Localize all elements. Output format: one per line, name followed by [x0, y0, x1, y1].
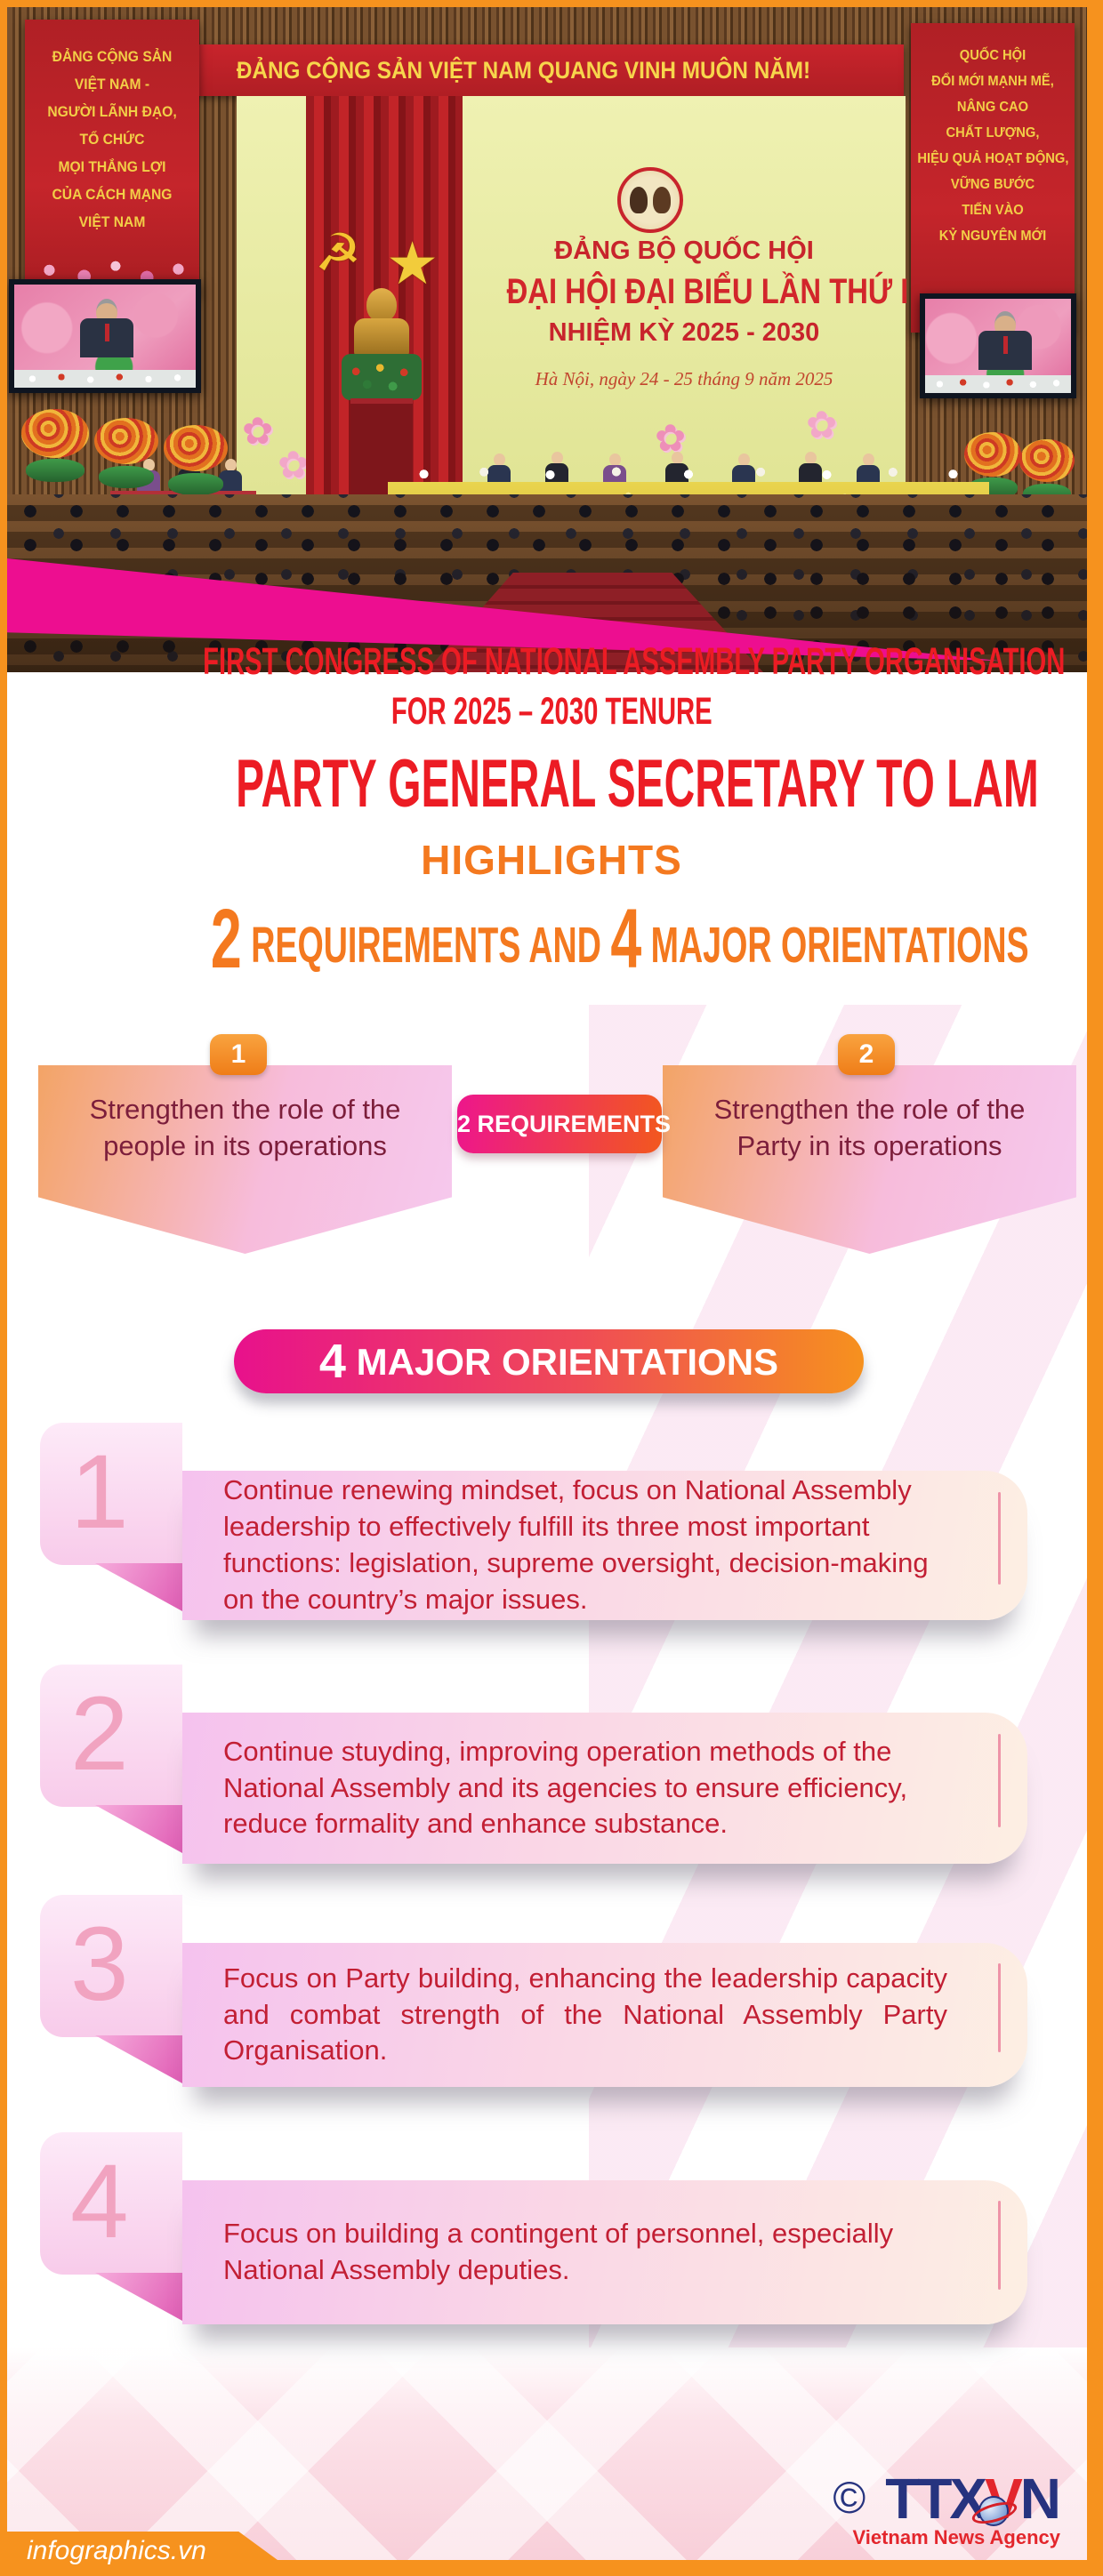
- lotus-icon: ✿: [278, 444, 310, 486]
- item-panel: Focus on building a contingent of person…: [182, 2180, 1027, 2324]
- ho-chi-minh-bust: [366, 288, 397, 322]
- left-banner-line: NGƯỜI LÃNH ĐẠO,: [47, 103, 177, 120]
- page-border-top: [0, 0, 1103, 7]
- page-border-left: [0, 0, 7, 2576]
- congress-photo: ĐẢNG CỘNG SẢN VIỆT NAM QUANG VINH MUÔN N…: [7, 7, 1087, 672]
- hammer-sickle-icon: ☭: [315, 224, 361, 282]
- summary-number-2: 2: [210, 892, 242, 986]
- right-banner-line: KỶ NGUYÊN MỚI: [938, 229, 1047, 244]
- left-banner-line: VIỆT NAM: [78, 213, 146, 230]
- photo-left-banner: ĐẢNG CỘNG SẢN VIỆT NAM - NGƯỜI LÃNH ĐẠO,…: [25, 20, 199, 297]
- requirement-2-badge: 2: [838, 1034, 895, 1075]
- backdrop-line4: Hà Nội, ngày 24 - 25 tháng 9 năm 2025: [535, 368, 833, 389]
- item-panel: Focus on Party building, enhancing the l…: [182, 1943, 1027, 2087]
- left-banner-line: ĐẢNG CỘNG SẢN: [52, 48, 173, 65]
- agency-name: Vietnam News Agency: [852, 2526, 1060, 2548]
- lotus-icon: ✿: [806, 404, 838, 445]
- orientation-4-text: Focus on building a contingent of person…: [223, 2218, 894, 2285]
- item-panel: Continue renewing mindset, focus on Nati…: [182, 1471, 1027, 1620]
- left-banner-line: VIỆT NAM -: [74, 76, 150, 92]
- left-banner-line: CỦA CÁCH MẠNG: [52, 186, 173, 203]
- right-banner-line: QUỐC HỘI: [959, 48, 1027, 63]
- screen-speaker-view: [14, 285, 196, 388]
- site-url[interactable]: infographics.vn: [27, 2536, 206, 2565]
- secretariat-member: [219, 459, 242, 493]
- summary-heading: 2 REQUIREMENTS AND 4 MAJOR ORIENTATIONS: [210, 892, 1029, 986]
- panel-accent-line: [998, 1962, 1001, 2053]
- item-number-tab: 1: [40, 1423, 182, 1565]
- requirement-1-text: Strengthen the role of the people in its…: [89, 1094, 401, 1161]
- item-tab-fold: [95, 1563, 182, 1611]
- copyright-icon: ©: [833, 2473, 866, 2523]
- item-number-tab: 4: [40, 2132, 182, 2275]
- congress-title-line2: FOR 2025 – 2030 TENURE: [390, 690, 713, 733]
- panel-accent-line: [998, 2200, 1001, 2291]
- highlights-label: HIGHLIGHTS: [421, 837, 682, 883]
- item-tab-fold: [95, 2273, 182, 2321]
- left-banner-line: MỌI THẮNG LỢI: [58, 158, 166, 175]
- top-slogan-text: ĐẢNG CỘNG SẢN VIỆT NAM QUANG VINH MUÔN N…: [236, 57, 810, 84]
- backdrop-line2: ĐẠI HỘI ĐẠI BIỂU LẦN THỨ I: [506, 272, 909, 311]
- led-screen-left: [9, 279, 201, 393]
- orientation-1-text: Continue renewing mindset, focus on Nati…: [223, 1474, 929, 1615]
- stage-backdrop: ✿ ✿ ✿ ✿ ☭ ★ ĐẢNG BỘ QUỐC HỘI ĐẠI HỘI ĐẠI…: [237, 96, 909, 502]
- item-number-tab: 3: [40, 1895, 182, 2037]
- item-tab-fold: [95, 2035, 182, 2083]
- summary-number-4: 4: [610, 892, 642, 986]
- orientation-2-text: Continue stuyding, improving operation m…: [223, 1735, 908, 1840]
- right-banner-line: VỮNG BƯỚC: [950, 177, 1035, 192]
- gold-star-icon: ★: [386, 230, 439, 296]
- right-banner-line: TIẾN VÀO: [962, 203, 1024, 218]
- congress-title-line1: FIRST CONGRESS OF NATIONAL ASSEMBLY PART…: [203, 640, 1066, 683]
- photo-right-banner: QUỐC HỘI ĐỔI MỚI MẠNH MẼ, NÂNG CAO CHẤT …: [911, 23, 1075, 333]
- footer-site-block: infographics.vn: [0, 2532, 278, 2576]
- requirements-label-pill: 2 REQUIREMENTS: [457, 1095, 671, 1153]
- flower-wreath: [94, 418, 158, 493]
- flower-wreath: [164, 425, 228, 500]
- lotus-icon: ✿: [655, 417, 687, 459]
- speaker-title: PARTY GENERAL SECRETARY TO LAM: [236, 746, 1039, 822]
- backdrop-line3: NHIỆM KỲ 2025 - 2030: [548, 318, 820, 347]
- panel-accent-line: [998, 1733, 1001, 1828]
- globe-icon: [978, 2496, 1009, 2526]
- backdrop-line1: ĐẢNG BỘ QUỐC HỘI: [554, 237, 814, 265]
- lotus-icon: ✿: [242, 410, 274, 452]
- ttxvn-logo: ©TTXVN Vietnam News Agency: [833, 2466, 1061, 2549]
- orientation-3-text: Focus on Party building, enhancing the l…: [223, 1962, 947, 2066]
- item-number-tab: 2: [40, 1665, 182, 1807]
- white-garland-decor: [388, 462, 989, 484]
- bust-flower-pedestal: [342, 354, 422, 400]
- requirement-1-badge: 1: [210, 1034, 267, 1075]
- screen-speaker-view: [925, 299, 1071, 393]
- requirement-2-text: Strengthen the role of the Party in its …: [713, 1094, 1026, 1161]
- item-tab-fold: [95, 1805, 182, 1853]
- chevron-pattern-decor: [7, 2347, 1087, 2560]
- page-border-right: [1087, 0, 1103, 2576]
- right-banner-line: ĐỔI MỚI MẠNH MẼ,: [931, 74, 1054, 89]
- right-banner-line: HIỆU QUẢ HOẠT ĐỘNG,: [917, 151, 1069, 166]
- logo-ttx: TTX: [885, 2467, 987, 2531]
- orientations-heading-pill: 4 MAJOR ORIENTATIONS: [234, 1329, 864, 1393]
- right-banner-line: CHẤT LƯỢNG,: [946, 125, 1040, 140]
- logo-n: N: [1019, 2467, 1061, 2531]
- led-screen-right: [920, 293, 1076, 398]
- requirement-1-card: Strengthen the role of the people in its…: [38, 1065, 452, 1254]
- panel-accent-line: [998, 1491, 1001, 1585]
- ho-chi-minh-bust-base: [354, 318, 409, 356]
- right-banner-line: NÂNG CAO: [956, 100, 1029, 115]
- left-banner-line: TỔ CHỨC: [79, 131, 145, 148]
- marx-lenin-medallion: [617, 167, 683, 233]
- flower-wreath: [21, 409, 89, 487]
- item-panel: Continue stuyding, improving operation m…: [182, 1713, 1027, 1864]
- photo-top-slogan-banner: ĐẢNG CỘNG SẢN VIỆT NAM QUANG VINH MUÔN N…: [142, 44, 904, 96]
